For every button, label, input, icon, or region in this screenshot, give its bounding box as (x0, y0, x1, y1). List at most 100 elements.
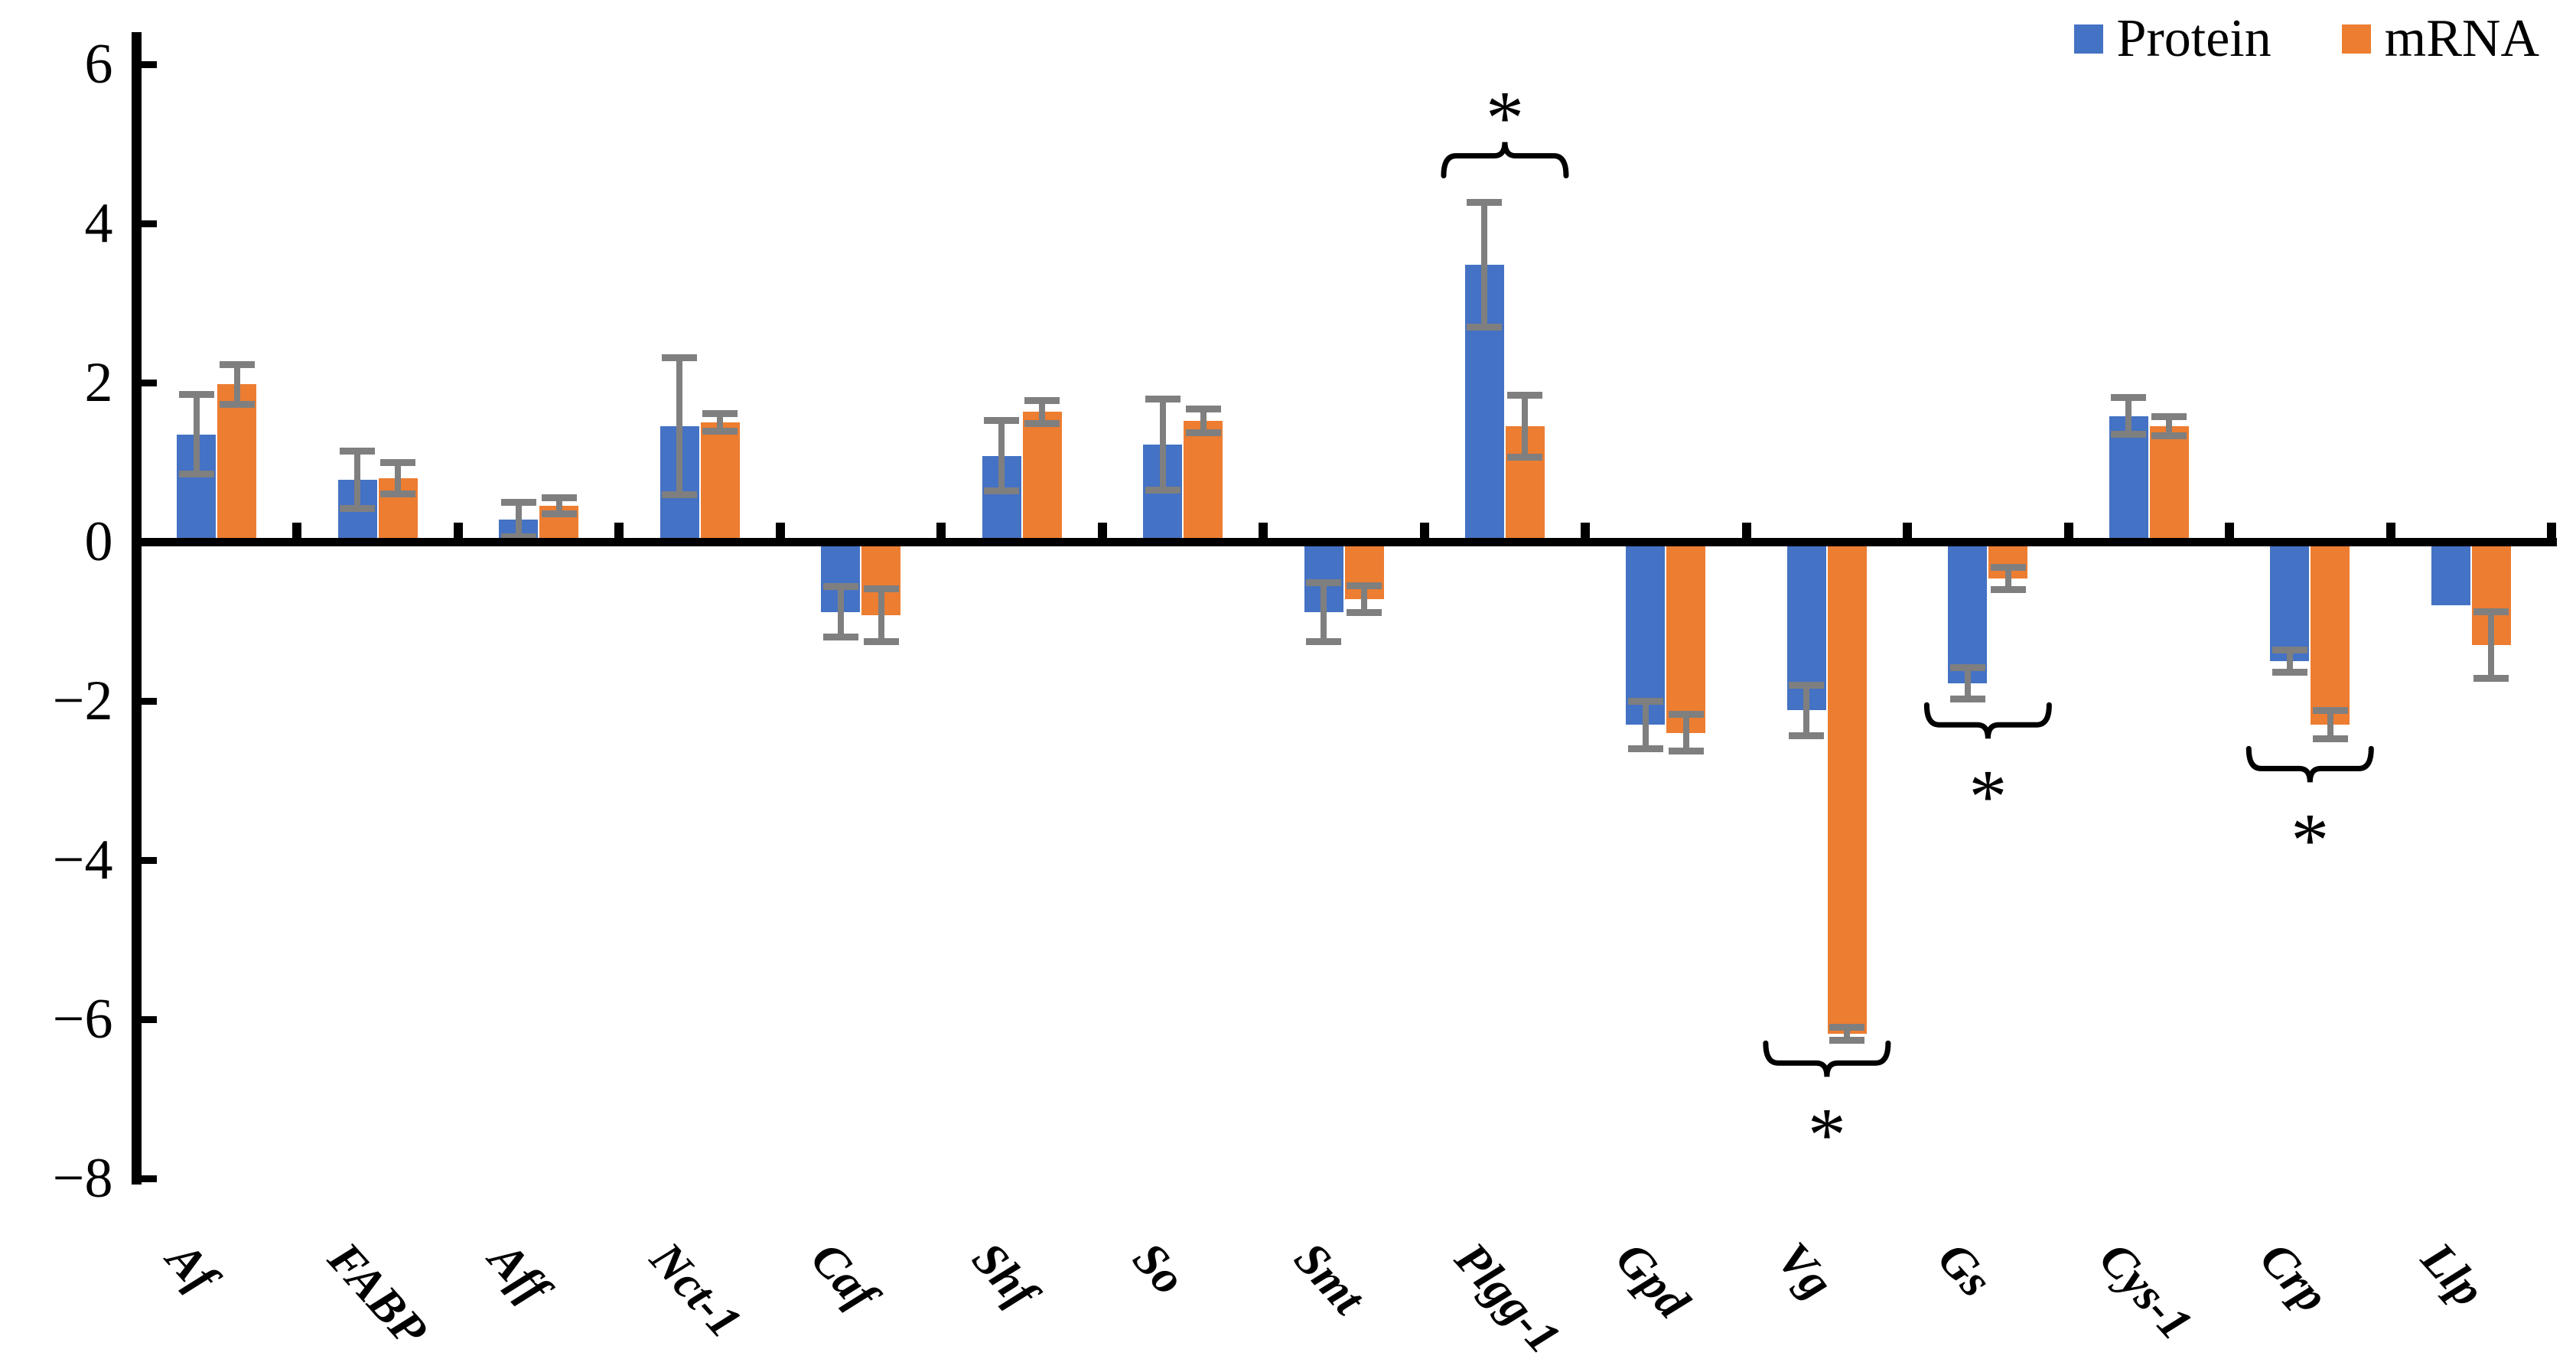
protein-bar-Gpd (1626, 542, 1666, 725)
x-category-label-Smt: Smt (1284, 1232, 1374, 1325)
significance-bracket-Vg (1763, 1040, 1891, 1077)
y-tick-label: −2 (52, 670, 113, 732)
error-bar-cap (1347, 582, 1382, 589)
error-bar-cap (541, 510, 577, 518)
error-bar-cap (863, 585, 899, 592)
error-bar-cap (1024, 419, 1060, 427)
error-bar-cap (984, 417, 1020, 425)
x-category-label-Crp: Crp (2249, 1232, 2339, 1323)
error-bar-cap (340, 447, 376, 455)
x-category-label-Caf: Caf (800, 1232, 887, 1321)
error-bar-cap (219, 360, 255, 368)
x-axis-tick (1419, 522, 1429, 538)
x-axis-tick (1903, 522, 1913, 538)
x-axis-tick (1741, 522, 1751, 538)
error-bar-cap (380, 490, 416, 498)
error-bar-line (1200, 409, 1207, 433)
significance-asterisk-Gs: * (1969, 754, 2008, 839)
protein-bar-Crp (2270, 542, 2310, 661)
y-tick-label: 2 (84, 351, 113, 414)
x-category-label-Nct-1: Nct-1 (640, 1232, 751, 1348)
y-tick-label: −4 (52, 829, 113, 891)
error-bar-cap (2312, 735, 2348, 743)
significance-asterisk-Vg: * (1807, 1092, 1846, 1178)
error-bar-cap (1306, 578, 1341, 586)
mrna-bar-Af (217, 384, 257, 542)
error-bar-cap (1949, 663, 1985, 671)
y-tick-label: −8 (52, 1147, 113, 1210)
error-bar-cap (1789, 681, 1825, 689)
error-bar-cap (702, 427, 738, 435)
mrna-swatch-icon (2341, 24, 2371, 54)
error-bar-line (837, 586, 844, 637)
error-bar-cap (1990, 585, 2026, 593)
significance-bracket-Crp (2245, 745, 2374, 783)
error-bar-line (1964, 667, 1971, 699)
error-bar-line (1844, 1027, 1851, 1041)
error-bar-cap (702, 410, 738, 418)
y-axis-tick (141, 60, 157, 68)
error-bar-cap (822, 582, 858, 590)
x-axis-tick (2225, 522, 2235, 538)
legend-label-protein: Protein (2116, 9, 2272, 68)
y-axis-tick (141, 856, 157, 864)
y-axis-tick (141, 379, 157, 386)
protein-swatch-icon (2073, 24, 2103, 54)
error-bar-cap (1627, 697, 1663, 705)
error-bar-line (1159, 399, 1166, 490)
y-axis-tick (141, 1015, 157, 1023)
mrna-bar-Nct-1 (700, 422, 740, 542)
error-bar-cap (1185, 429, 1221, 437)
legend-entry-mrna: mRNA (2341, 12, 2539, 66)
error-bar-cap (380, 458, 416, 466)
error-bar-cap (178, 471, 214, 478)
error-bar-cap (1145, 396, 1181, 403)
protein-bar-Gs (1948, 542, 1988, 684)
error-bar-cap (1507, 454, 1543, 461)
error-bar-line (676, 357, 683, 495)
error-bar-cap (1306, 637, 1341, 645)
y-tick-label: 6 (84, 33, 113, 96)
x-axis-tick (1097, 522, 1107, 538)
error-bar-line (2125, 397, 2132, 435)
error-bar-line (998, 420, 1005, 491)
y-axis-tick (141, 1175, 157, 1182)
x-category-label-Shf: Shf (962, 1232, 1047, 1319)
error-bar-cap (984, 487, 1020, 494)
error-bar-line (354, 451, 361, 509)
error-bar-line (2166, 416, 2173, 436)
error-bar-cap (1949, 696, 1985, 703)
mrna-bar-Gpd (1666, 542, 1706, 733)
error-bar-line (2327, 710, 2333, 739)
error-bar-cap (1467, 323, 1503, 331)
x-axis-tick (292, 522, 302, 538)
x-category-label-Aff: Aff (478, 1232, 559, 1315)
x-category-label-Llp: Llp (2411, 1232, 2494, 1317)
mrna-bar-Vg (1827, 542, 1867, 1034)
x-category-label-Gpd: Gpd (1606, 1232, 1700, 1328)
error-bar-cap (500, 498, 536, 506)
x-category-label-Cys-1: Cys-1 (2089, 1232, 2202, 1350)
x-category-label-Af: Af (156, 1232, 227, 1303)
x-axis-tick (2547, 522, 2556, 538)
error-bar-line (2286, 650, 2293, 673)
error-bar-line (1321, 582, 1327, 641)
error-bar-cap (178, 391, 214, 399)
y-tick-label: 4 (84, 192, 113, 255)
error-bar-cap (2272, 646, 2307, 653)
error-bar-line (1803, 685, 1810, 736)
x-axis-tick (936, 522, 946, 538)
error-bar-cap (1507, 392, 1543, 399)
error-bar-line (1522, 395, 1529, 458)
x-category-label-Gs: Gs (1928, 1232, 2002, 1307)
x-axis-tick (1259, 522, 1268, 538)
error-bar-cap (340, 504, 376, 512)
error-bar-cap (1024, 397, 1060, 405)
error-bar-cap (1185, 405, 1221, 412)
error-bar-line (717, 413, 724, 432)
error-bar-cap (541, 494, 577, 502)
error-bar-cap (2111, 394, 2147, 402)
significance-bracket-Gs (1923, 702, 2052, 739)
